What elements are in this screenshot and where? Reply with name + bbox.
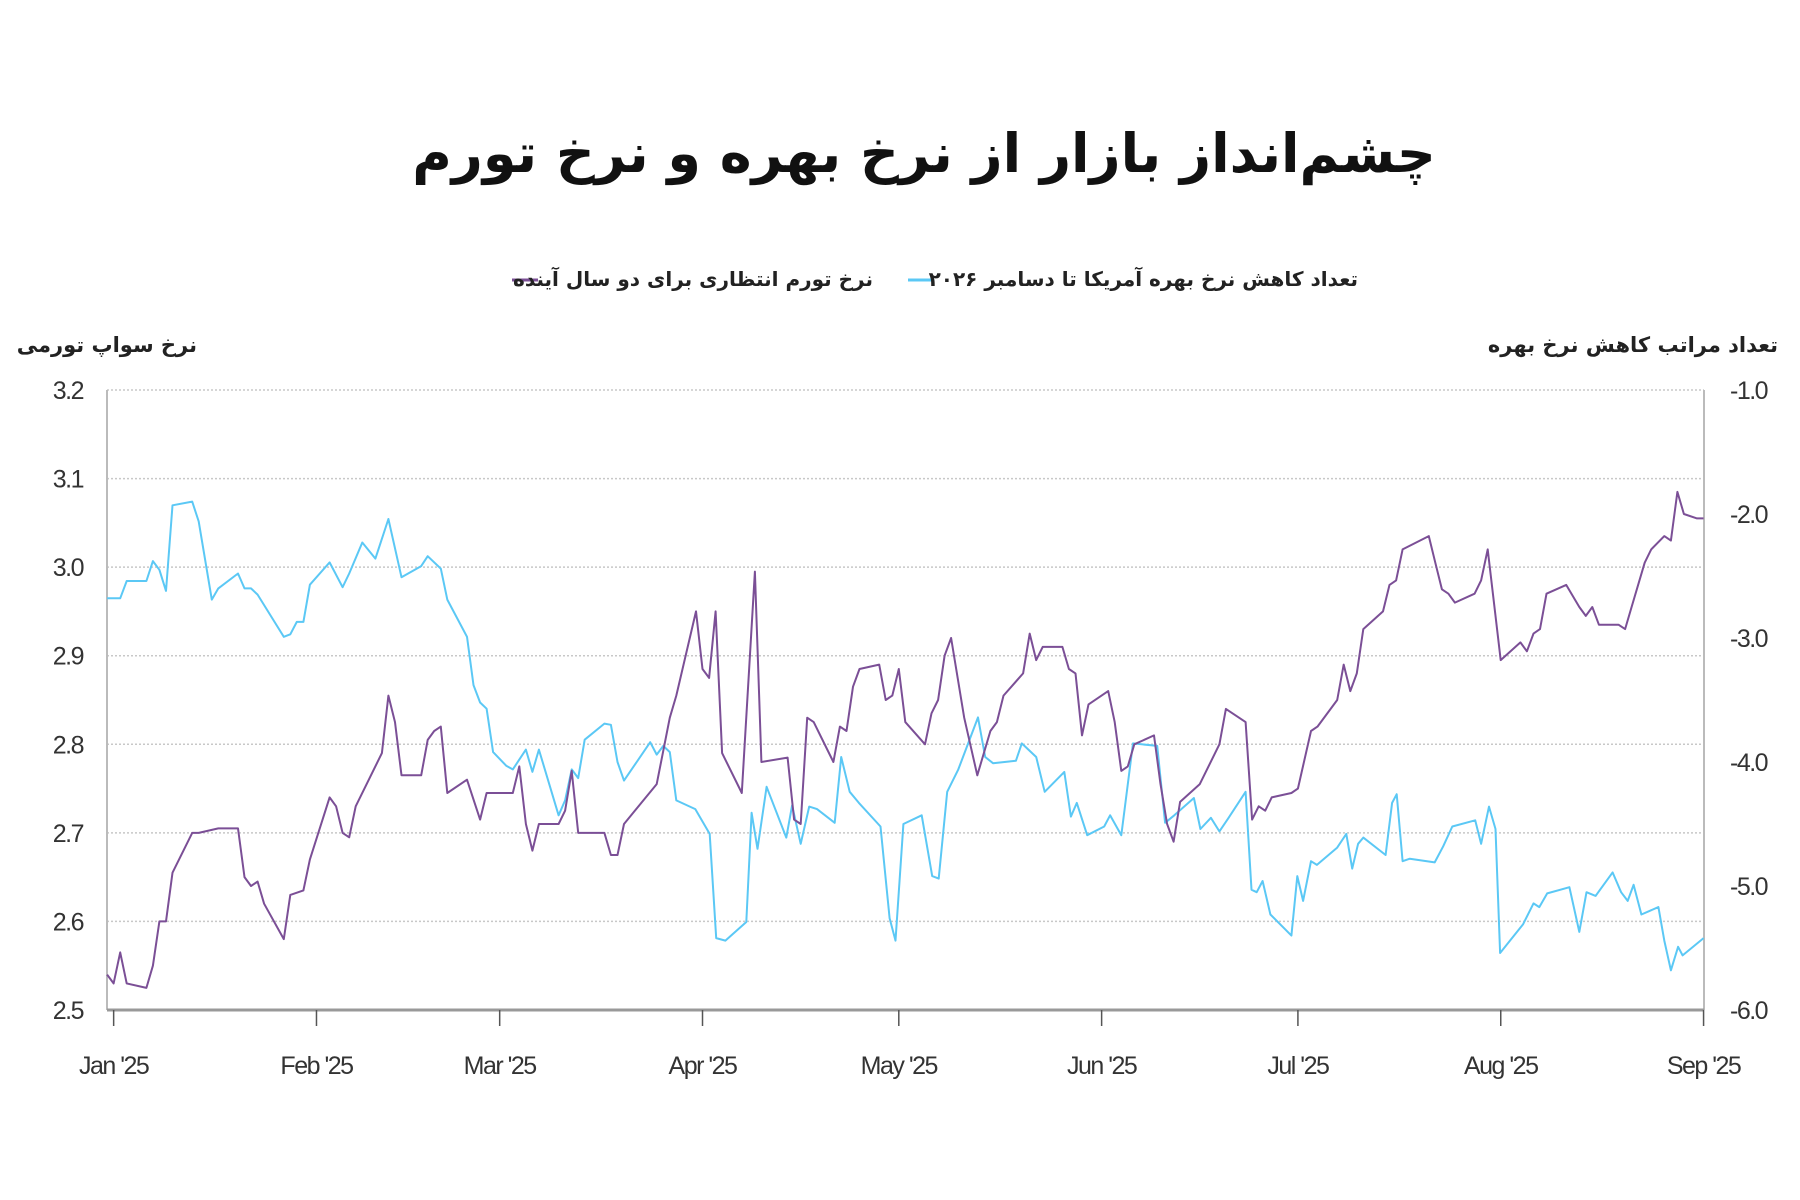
legend-label-inflation: نرخ تورم انتظاری برای دو سال آینده — [513, 266, 873, 291]
x-tick-label: Aug '25 — [1464, 1052, 1538, 1080]
right-tick-label: -1.0 — [1730, 377, 1768, 405]
left-tick-label: 3.2 — [53, 377, 84, 405]
x-tick-label: Jan '25 — [79, 1052, 149, 1080]
x-tick-label: Mar '25 — [464, 1052, 537, 1080]
x-tick-label: May '25 — [861, 1052, 938, 1080]
series-line-rate-cuts — [107, 500, 1705, 972]
left-axis-title: نرخ سواپ تورمی — [17, 333, 197, 357]
x-tick-label: Jun '25 — [1067, 1052, 1137, 1080]
left-tick-label: 2.9 — [53, 643, 84, 671]
series-line-inflation-expectation — [106, 490, 1704, 989]
left-tick-label: 3.0 — [53, 554, 84, 582]
chart-title: چشم‌انداز بازار از نرخ بهره و نرخ تورم — [412, 122, 1436, 185]
left-tick-label: 3.1 — [53, 466, 84, 494]
right-tick-label: -5.0 — [1730, 873, 1768, 901]
right-tick-label: -6.0 — [1730, 997, 1768, 1025]
left-tick-label: 2.8 — [53, 731, 84, 759]
axes — [106, 390, 1705, 1026]
right-tick-label: -4.0 — [1730, 749, 1768, 777]
x-tick-label: Sep '25 — [1667, 1052, 1741, 1080]
right-tick-label: -2.0 — [1730, 501, 1768, 529]
left-tick-label: 2.5 — [53, 997, 84, 1025]
tick-labels: 2.5 2.6 2.7 2.8 2.9 3.0 3.1 3.2 -6.0 -5.0 -4.0 -3.0… — [53, 377, 1769, 1080]
legend-item-inflation-expectation[interactable]: نرخ تورم انتظاری برای دو سال آینده — [512, 266, 873, 291]
x-tick-label: Jul '25 — [1267, 1052, 1329, 1080]
legend: تعداد کاهش نرخ بهره آمریکا تا دسامبر ۲۰۲… — [512, 266, 1358, 291]
right-axis-title: تعداد مراتب کاهش نرخ بهره — [1488, 333, 1778, 357]
series-lines — [106, 490, 1705, 989]
left-tick-label: 2.7 — [53, 820, 84, 848]
right-tick-label: -3.0 — [1730, 625, 1768, 653]
legend-label-rate-cuts: تعداد کاهش نرخ بهره آمریکا تا دسامبر ۲۰۲… — [929, 266, 1358, 291]
x-tick-label: Apr '25 — [669, 1052, 738, 1080]
gridlines — [107, 389, 1704, 923]
legend-item-rate-cuts[interactable]: تعداد کاهش نرخ بهره آمریکا تا دسامبر ۲۰۲… — [908, 266, 1358, 291]
left-tick-label: 2.6 — [53, 908, 84, 936]
x-tick-label: Feb '25 — [280, 1052, 353, 1080]
